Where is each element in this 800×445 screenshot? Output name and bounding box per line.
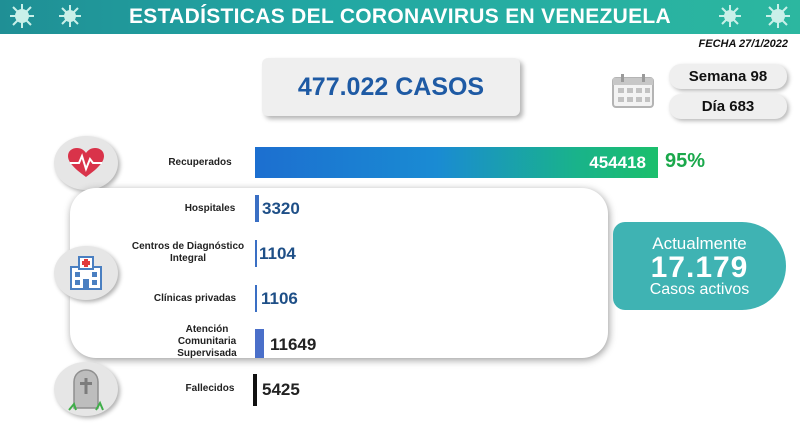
facility-label-cdi: Centros de Diagnóstico Integral — [131, 241, 245, 264]
facility-label-acs: Atención Comunitaria Supervisada — [177, 324, 237, 359]
deaths-label: Fallecidos — [185, 383, 235, 394]
recovered-label: Recuperados — [168, 157, 232, 168]
facility-label-hospitales: Hospitales — [184, 203, 236, 214]
calendar-icon — [612, 74, 654, 108]
total-cases-box: 477.022 CASOS — [262, 58, 520, 116]
facility-bar-hospitales — [255, 195, 259, 222]
facility-bar-clinicas — [255, 285, 257, 312]
deaths-bar — [253, 374, 257, 406]
tombstone-icon — [68, 369, 104, 411]
active-cases-card: Actualmente 17.179 Casos activos — [613, 222, 786, 310]
hospital-icon-circle — [54, 246, 118, 300]
virus-icon — [719, 5, 741, 27]
recovered-icon-circle — [54, 136, 118, 190]
heart-pulse-icon — [68, 148, 104, 177]
virus-icon — [10, 4, 34, 28]
facility-value-acs: 11649 — [270, 335, 317, 354]
total-cases: 477.022 CASOS — [297, 73, 485, 101]
page-title: ESTADÍSTICAS DEL CORONAVIRUS EN VENEZUEL… — [128, 5, 672, 28]
report-date: FECHA 27/1/2022 — [698, 38, 788, 50]
deaths-value: 5425 — [262, 380, 300, 399]
facility-value-hospitales: 3320 — [262, 199, 300, 218]
deaths-icon-circle — [54, 362, 118, 416]
header-banner: ESTADÍSTICAS DEL CORONAVIRUS EN VENEZUEL… — [0, 0, 800, 34]
facility-label-clinicas: Clínicas privadas — [153, 293, 237, 304]
facility-bar-cdi — [255, 240, 257, 267]
hospital-icon — [70, 256, 102, 290]
week-counter: Semana 98 — [669, 64, 787, 89]
virus-icon — [59, 5, 81, 27]
active-cases-number: 17.179 — [650, 251, 749, 284]
facilities-panel — [70, 188, 608, 358]
recovered-value: 454418 — [589, 153, 646, 172]
active-cases-caption: Casos activos — [649, 281, 750, 298]
recovered-percent: 95% — [665, 150, 706, 172]
day-counter: Día 683 — [669, 94, 787, 119]
facility-value-clinicas: 1106 — [261, 289, 298, 308]
facility-value-cdi: 1104 — [259, 244, 296, 263]
virus-icon — [766, 4, 790, 28]
active-cases-heading: Actualmente — [652, 234, 747, 253]
facility-bar-acs — [255, 329, 264, 358]
recovered-bar: 454418 — [255, 147, 658, 178]
